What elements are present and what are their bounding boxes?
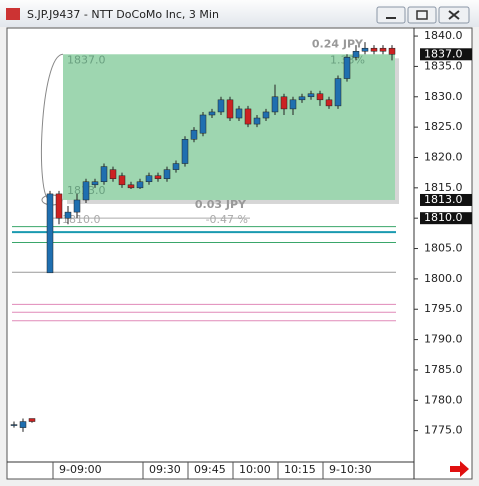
candle-body	[235, 108, 243, 119]
y-tick-label: 1815.0	[424, 181, 463, 194]
maximize-button[interactable]	[407, 6, 437, 24]
candle-body	[145, 175, 153, 183]
candle-body	[352, 50, 360, 58]
window-title: S.JP.J9437 - NTT DoCoMo Inc, 3 Min	[27, 8, 219, 21]
measure-change-label: 0.24 JPY	[312, 37, 364, 50]
candle-body	[118, 175, 126, 186]
candle-body	[379, 47, 387, 52]
candle-body	[298, 96, 306, 101]
candle-body	[244, 108, 252, 125]
candle-body	[262, 111, 270, 119]
candle-body	[208, 111, 216, 116]
measure-change-label: 0.03 JPY	[195, 198, 247, 211]
price-marker-label: 1813.0	[424, 193, 463, 206]
candle-body	[19, 421, 27, 428]
candle-body	[307, 93, 315, 98]
candle-body	[163, 169, 171, 179]
y-tick-label: 1825.0	[424, 120, 463, 133]
y-tick-label: 1840.0	[424, 29, 463, 42]
y-tick-label: 1835.0	[424, 59, 463, 72]
y-tick-label: 1785.0	[424, 363, 463, 376]
y-tick-label: 1820.0	[424, 150, 463, 163]
measure-bracket	[40, 53, 64, 201]
x-tick-label: 10:00	[239, 463, 271, 476]
candle-body	[64, 211, 72, 219]
candle-body	[388, 47, 396, 55]
price-marker-label: 1810.0	[424, 211, 463, 224]
y-tick-label: 1805.0	[424, 242, 463, 255]
price-marker	[420, 48, 472, 61]
x-tick-label: 09:45	[194, 463, 226, 476]
candle-body	[10, 424, 18, 426]
candle-body	[271, 96, 279, 113]
candle-body	[280, 96, 288, 110]
candle-body	[100, 166, 108, 183]
candle-body	[46, 193, 54, 274]
candle-body	[172, 163, 180, 170]
scroll-arrow[interactable]	[450, 461, 469, 477]
x-tick-label: 10:15	[284, 463, 316, 476]
candle-body	[343, 57, 351, 79]
candle-body	[316, 93, 324, 101]
candle-body	[109, 169, 117, 179]
candle-body	[91, 181, 99, 186]
x-tick-label: 09:30	[149, 463, 181, 476]
candle-body	[73, 199, 81, 213]
app-icon	[6, 8, 20, 20]
candle-body	[154, 175, 162, 179]
x-tick-label: 9-09:00	[59, 463, 102, 476]
candle-body	[289, 99, 297, 110]
minimize-button[interactable]	[376, 6, 406, 24]
price-marker	[420, 212, 472, 225]
candle-body	[28, 418, 36, 422]
candle-body	[226, 99, 234, 119]
candle-body	[181, 139, 189, 164]
y-tick-label: 1775.0	[424, 424, 463, 437]
candle-body	[217, 99, 225, 113]
window-buttons[interactable]	[376, 6, 470, 24]
measure-to-label: 1837.0	[67, 53, 106, 66]
candle-body	[190, 129, 198, 140]
candle-body	[82, 181, 90, 201]
x-tick-label: 9-10:30	[329, 463, 372, 476]
candle-body	[55, 193, 63, 219]
candle-body	[325, 99, 333, 107]
measure-to-label: 1810.0	[62, 213, 101, 226]
candle-body	[370, 47, 378, 52]
price-marker-label: 1837.0	[424, 47, 463, 60]
measure-pct-label: -0.47 %	[206, 213, 248, 226]
candle-body	[136, 181, 144, 189]
candle-body	[199, 114, 207, 134]
y-tick-label: 1795.0	[424, 302, 463, 315]
maximize-icon	[416, 10, 428, 20]
candle-body	[127, 184, 135, 189]
candle-body	[334, 78, 342, 107]
candle-body	[361, 47, 369, 52]
y-tick-label: 1780.0	[424, 393, 463, 406]
y-tick-label: 1830.0	[424, 90, 463, 103]
price-marker	[420, 193, 472, 206]
y-tick-label: 1790.0	[424, 333, 463, 346]
close-icon	[448, 10, 460, 20]
y-tick-label: 1800.0	[424, 272, 463, 285]
candle-body	[253, 117, 261, 125]
